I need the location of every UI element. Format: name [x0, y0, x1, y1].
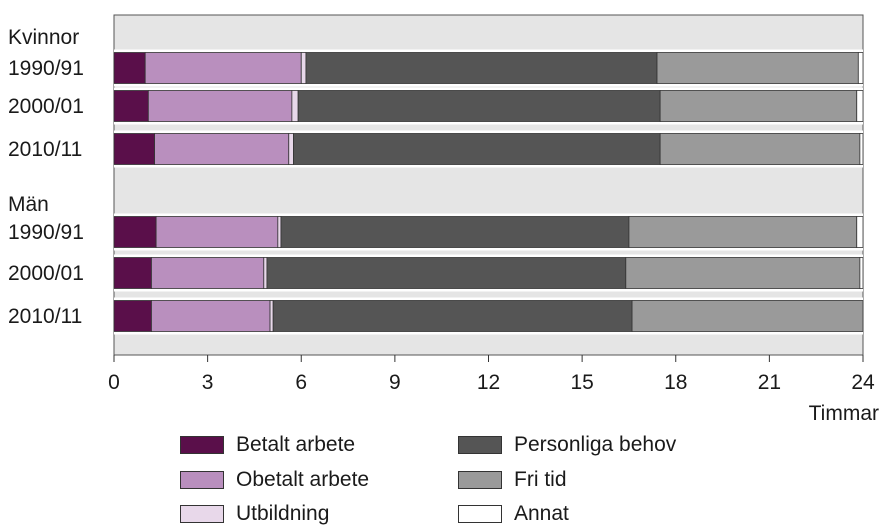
- bar-segment: [860, 258, 863, 289]
- legend-item-betalt-arbete: Betalt arbete: [180, 430, 355, 460]
- legend-swatch: [458, 471, 502, 489]
- bar-segment: [660, 91, 857, 122]
- category-label: 2010/11: [8, 305, 82, 328]
- bar-segment: [301, 53, 306, 84]
- bar-segment: [632, 301, 863, 332]
- legend: Betalt arbete Obetalt arbete Utbildning …: [180, 430, 740, 529]
- bar-segment: [629, 217, 857, 248]
- group-label: Kvinnor: [8, 26, 79, 49]
- x-tick-label: 0: [108, 371, 120, 394]
- legend-label: Personliga behov: [514, 433, 676, 457]
- bar-segment: [148, 91, 292, 122]
- bar-segment: [281, 217, 629, 248]
- bar-segment: [267, 258, 626, 289]
- category-label: 2000/01: [8, 95, 84, 118]
- bar-segment: [660, 134, 860, 165]
- bar-segment: [298, 91, 660, 122]
- x-tick-label: 24: [851, 371, 875, 394]
- legend-label: Annat: [514, 502, 569, 526]
- bar-segment: [292, 91, 298, 122]
- legend-item-utbildning: Utbildning: [180, 499, 329, 529]
- legend-swatch: [180, 471, 224, 489]
- bar-segment: [306, 53, 657, 84]
- bar-segment: [114, 217, 156, 248]
- bar-segment: [858, 53, 863, 84]
- bar-segment: [289, 134, 294, 165]
- x-tick-label: 12: [477, 371, 500, 394]
- bar-segment: [145, 53, 301, 84]
- bar-segment: [273, 301, 632, 332]
- legend-label: Obetalt arbete: [236, 468, 369, 492]
- legend-label: Betalt arbete: [236, 433, 355, 457]
- bar-segment: [857, 91, 863, 122]
- category-label: 2000/01: [8, 262, 84, 285]
- group-label: Män: [8, 193, 49, 216]
- bar-segment: [293, 134, 660, 165]
- x-tick-label: 15: [570, 371, 593, 394]
- legend-item-personliga-behov: Personliga behov: [458, 430, 676, 460]
- bar-segment: [857, 217, 863, 248]
- legend-item-fri-tid: Fri tid: [458, 465, 567, 495]
- x-tick-label: 6: [295, 371, 307, 394]
- bar-segment: [114, 91, 148, 122]
- bar-segment: [657, 53, 858, 84]
- legend-swatch: [458, 436, 502, 454]
- stacked-bar-chart: Kvinnor Män 1990/91 2000/01 2010/11 1990/91 2…: [0, 0, 879, 430]
- x-tick-label: 18: [664, 371, 687, 394]
- x-tick-label: 9: [389, 371, 401, 394]
- bar-segment: [114, 134, 155, 165]
- category-label: 1990/91: [8, 57, 84, 80]
- legend-item-annat: Annat: [458, 499, 569, 529]
- bar-segment: [114, 301, 151, 332]
- x-axis-label: Timmar: [809, 402, 879, 425]
- x-tick-label: 21: [758, 371, 781, 394]
- bar-segment: [151, 258, 263, 289]
- bar-segment: [860, 134, 863, 165]
- bar-segment: [278, 217, 281, 248]
- legend-swatch: [180, 505, 224, 523]
- category-label: 2010/11: [8, 138, 82, 161]
- legend-swatch: [458, 505, 502, 523]
- legend-label: Utbildning: [236, 502, 329, 526]
- bar-segment: [270, 301, 273, 332]
- legend-item-obetalt-arbete: Obetalt arbete: [180, 465, 369, 495]
- bar-segment: [156, 217, 278, 248]
- bar-segment: [626, 258, 860, 289]
- bar-segment: [114, 53, 145, 84]
- bar-segment: [264, 258, 267, 289]
- bar-segment: [114, 258, 151, 289]
- bar-segment: [151, 301, 270, 332]
- bar-segment: [155, 134, 289, 165]
- x-tick-label: 3: [202, 371, 214, 394]
- legend-label: Fri tid: [514, 468, 567, 492]
- category-label: 1990/91: [8, 221, 84, 244]
- legend-swatch: [180, 436, 224, 454]
